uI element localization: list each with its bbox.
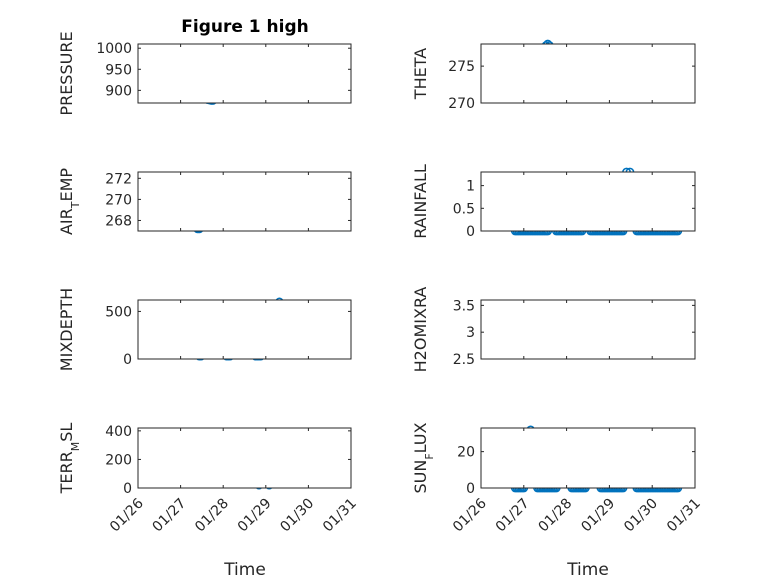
y-axis-label: RAINFALL xyxy=(411,164,430,239)
y-tick-label: 0 xyxy=(466,224,475,240)
y-tick-label: 0.5 xyxy=(453,201,475,217)
subplot-rainfall: 0 0.5 1 RAINFALL xyxy=(411,164,696,240)
subplot-mixdepth: 0 500 MIXDEPTH xyxy=(57,288,352,371)
x-tick-label: 01/27 xyxy=(493,496,533,536)
axes-frame xyxy=(480,427,696,489)
y-tick-label: 0 xyxy=(466,481,475,497)
y-tick-label: 1 xyxy=(466,179,475,195)
y-tick-label: 272 xyxy=(105,171,132,187)
x-tick-label: 01/30 xyxy=(277,496,317,536)
subplot-sun-flux: 0 20 01/26 01/27 01/28 01/29 01/30 01/31 SUNFLUX xyxy=(411,422,704,535)
x-tick-label: 01/31 xyxy=(664,496,704,536)
subplot-theta: 270 275 THETA xyxy=(411,39,696,112)
y-tick-label: 0 xyxy=(123,352,132,368)
axes-frame xyxy=(137,427,352,489)
y-axis-label: AIRTEMP xyxy=(57,168,82,235)
axes-frame xyxy=(137,43,352,104)
y-tick-label: 400 xyxy=(105,424,132,440)
x-tick-label: 01/26 xyxy=(450,495,490,535)
x-axis-label-left: Time xyxy=(223,560,266,580)
x-tick-label: 01/28 xyxy=(536,496,576,536)
y-tick-label: 270 xyxy=(448,96,475,112)
y-tick-label: 3 xyxy=(466,325,475,341)
subplot-terr-msl: 0 200 400 01/26 01/27 01/28 01/29 01/30 01/31 TER… xyxy=(57,423,360,536)
axes-frame xyxy=(480,43,696,104)
y-axis-label: SUNFLUX xyxy=(411,422,436,493)
y-tick-label: 3.5 xyxy=(453,298,475,314)
y-axis-label: MIXDEPTH xyxy=(57,288,76,371)
x-tick-label: 01/29 xyxy=(235,496,275,536)
y-tick-label: 2.5 xyxy=(453,352,475,368)
axes-frame xyxy=(137,299,352,360)
y-tick-label: 20 xyxy=(457,445,475,461)
x-tick-label: 01/28 xyxy=(192,496,232,536)
y-axis-label: THETA xyxy=(411,48,430,100)
y-tick-label: 950 xyxy=(105,62,132,78)
axes-frame xyxy=(480,171,696,232)
y-tick-label: 0 xyxy=(123,481,132,497)
y-tick-label: 275 xyxy=(448,59,475,75)
y-tick-label: 500 xyxy=(105,304,132,320)
subplot-h2omixra: 2.5 3 3.5 H2OMIXRA xyxy=(411,287,696,373)
y-tick-label: 1000 xyxy=(96,41,132,57)
y-tick-label: 270 xyxy=(105,192,132,208)
x-tick-label: 01/30 xyxy=(621,496,661,536)
figure-title: Figure 1 high xyxy=(181,17,309,37)
y-tick-label: 200 xyxy=(105,452,132,468)
x-tick-label: 01/27 xyxy=(150,496,190,536)
axes-frame xyxy=(137,171,352,232)
y-axis-label: TERRMSL xyxy=(57,423,82,495)
x-tick-label: 01/26 xyxy=(107,495,147,535)
y-axis-label: PRESSURE xyxy=(57,31,76,115)
y-axis-label: H2OMIXRA xyxy=(411,287,430,373)
y-tick-label: 268 xyxy=(105,213,132,229)
y-tick-label: 900 xyxy=(105,83,132,99)
subplot-pressure: 900 950 1000 PRESSURE xyxy=(57,31,352,116)
axes-frame xyxy=(480,299,696,360)
subplot-air-temp: 268 270 272 AIRTEMP xyxy=(57,168,352,235)
x-axis-label-right: Time xyxy=(566,560,609,580)
x-tick-label: 01/29 xyxy=(578,496,618,536)
x-tick-label: 01/31 xyxy=(320,496,360,536)
